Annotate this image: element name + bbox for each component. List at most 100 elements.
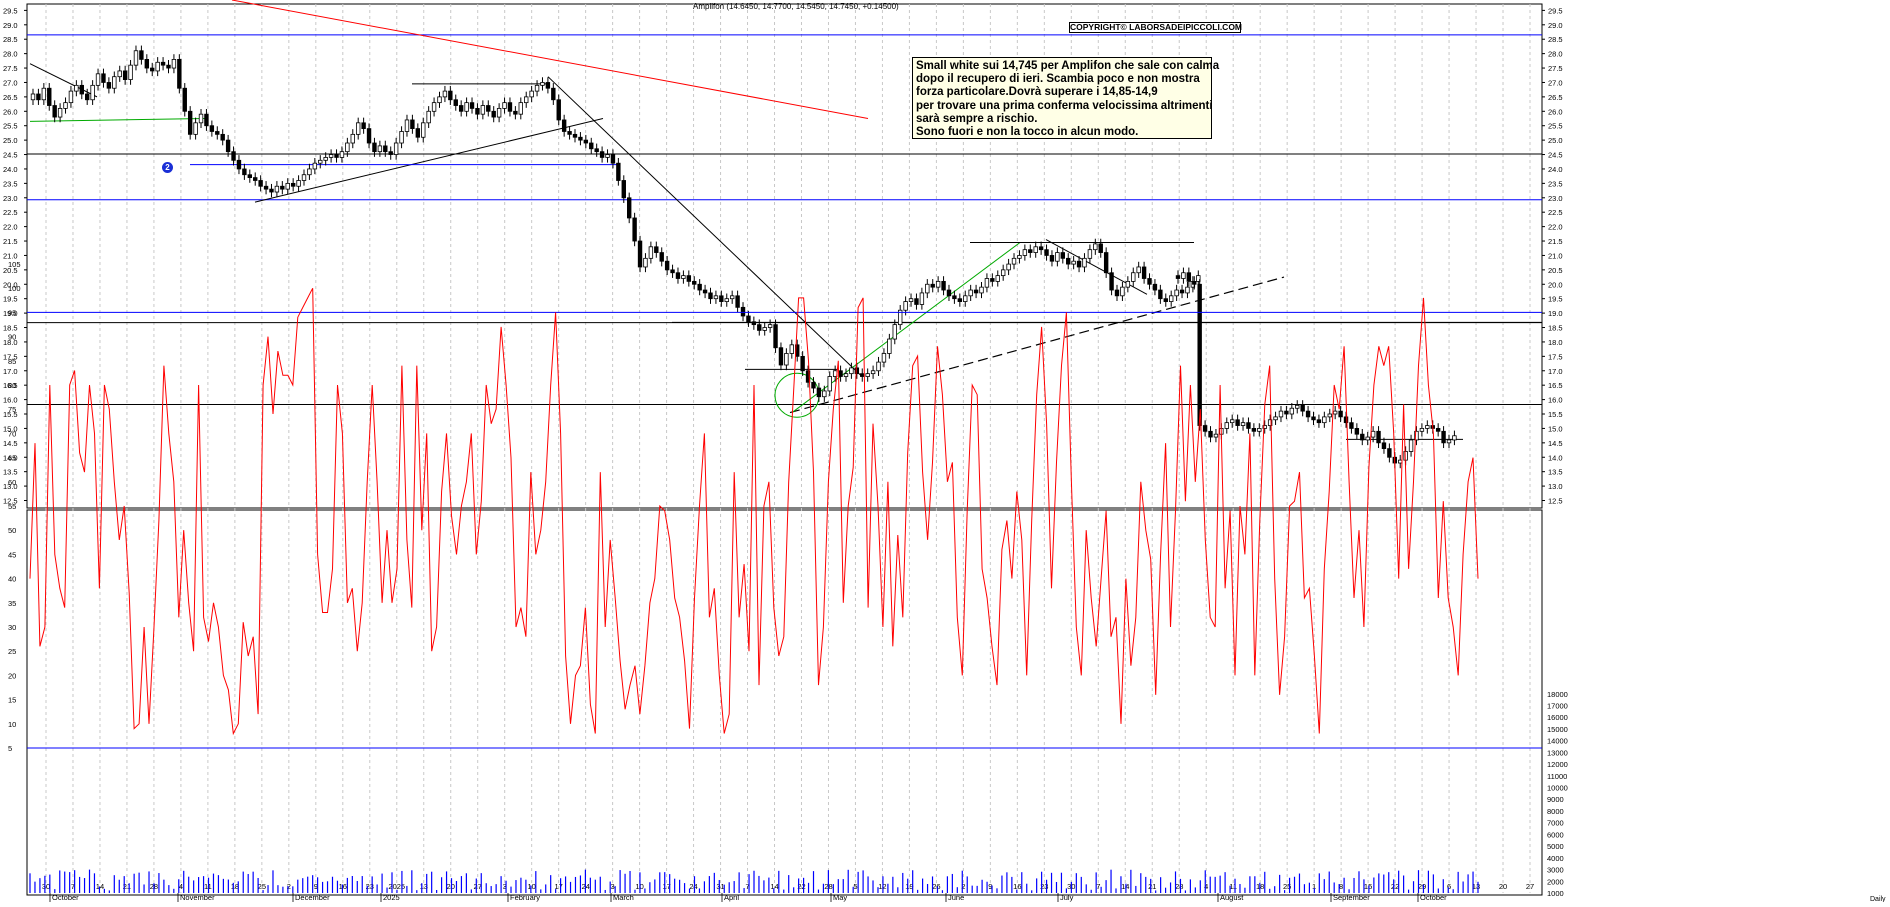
candle-body bbox=[496, 108, 502, 118]
candle-body bbox=[1441, 430, 1446, 444]
osc-y-tick-label: 65 bbox=[8, 454, 16, 463]
y-tick-label-right: 27.5 bbox=[1548, 64, 1563, 73]
y-tick-label-right: 17.5 bbox=[1548, 352, 1563, 361]
candle-body bbox=[1273, 416, 1278, 421]
y-tick-label-left: 20.5 bbox=[3, 266, 18, 275]
candle-body bbox=[236, 159, 242, 170]
x-tick-label: 13 bbox=[420, 882, 428, 891]
candle-body bbox=[529, 90, 534, 98]
candle-body bbox=[1055, 252, 1060, 262]
x-tick-label: 7 bbox=[745, 882, 749, 891]
candle-body bbox=[458, 105, 464, 112]
x-tick-label: 17 bbox=[554, 882, 562, 891]
y-tick-label-left: 13.5 bbox=[3, 468, 18, 477]
y-tick-label-right: 19.5 bbox=[1548, 295, 1563, 304]
y-tick-label-left: 16.0 bbox=[3, 396, 18, 405]
x-tick-label: 2 bbox=[961, 882, 965, 891]
y-tick-label-right: 24.5 bbox=[1548, 151, 1563, 160]
candle-body bbox=[150, 67, 155, 72]
x-tick-label: 4 bbox=[1204, 882, 1208, 891]
candle-body bbox=[713, 295, 719, 300]
candle-body bbox=[502, 102, 507, 109]
x-month-label: October bbox=[52, 893, 79, 902]
candle-body bbox=[1414, 430, 1419, 441]
candle-body bbox=[296, 180, 301, 187]
candle-body bbox=[1175, 275, 1181, 279]
candle-body bbox=[757, 324, 762, 331]
candle-body bbox=[762, 327, 767, 331]
candle-body bbox=[1147, 278, 1152, 285]
candle-body bbox=[990, 278, 995, 282]
candle-body bbox=[1169, 295, 1174, 302]
osc-y-tick-label: 105 bbox=[8, 260, 21, 269]
x-tick-label: 17 bbox=[662, 882, 670, 891]
vertical-grid bbox=[45, 4, 1531, 893]
candle-body bbox=[1316, 419, 1322, 424]
y-tick-label-right: 25.5 bbox=[1548, 122, 1563, 131]
x-tick-label: 20 bbox=[447, 882, 455, 891]
green-support-line bbox=[29, 118, 206, 122]
candle-body bbox=[605, 154, 610, 158]
candle-body bbox=[963, 295, 968, 302]
x-tick-label: 19 bbox=[905, 882, 913, 891]
note-line: Small white sui 14,745 per Amplifon che … bbox=[916, 60, 1220, 72]
candle-body bbox=[1235, 419, 1240, 426]
candle-body bbox=[215, 131, 220, 135]
candle-body bbox=[187, 110, 193, 135]
candle-body bbox=[1240, 422, 1246, 426]
candle-body bbox=[697, 283, 702, 291]
candle-body bbox=[1224, 422, 1229, 429]
x-month-label: March bbox=[613, 893, 634, 902]
x-tick-label: 24 bbox=[689, 882, 697, 891]
y-tick-label-right: 28.0 bbox=[1548, 50, 1563, 59]
x-tick-label: 5 bbox=[853, 882, 857, 891]
candle-body bbox=[1322, 416, 1327, 424]
candle-body bbox=[724, 298, 729, 302]
volume-y-tick-label: 2000 bbox=[1547, 877, 1564, 886]
candle-body bbox=[274, 185, 280, 193]
x-tick-label: 14 bbox=[96, 882, 104, 891]
candle-body bbox=[1295, 404, 1300, 409]
y-tick-label-right: 15.5 bbox=[1548, 410, 1563, 419]
x-tick-label: 9 bbox=[988, 882, 992, 891]
y-tick-label-left: 19.5 bbox=[3, 295, 18, 304]
candle-body bbox=[513, 110, 518, 115]
x-tick-label: 25 bbox=[258, 882, 266, 891]
candle-body bbox=[675, 272, 681, 279]
y-tick-label-right: 14.5 bbox=[1548, 439, 1563, 448]
x-tick-label: 20 bbox=[1499, 882, 1507, 891]
candle-body bbox=[301, 174, 307, 181]
candle-body bbox=[708, 292, 713, 300]
candle-body bbox=[269, 188, 274, 193]
wave-count-badge: 2 bbox=[162, 162, 173, 173]
candle-body bbox=[941, 280, 946, 291]
candle-body bbox=[1435, 428, 1441, 432]
x-tick-label: 22 bbox=[797, 882, 805, 891]
osc-y-tick-label: 100 bbox=[8, 284, 21, 293]
candle-body bbox=[171, 59, 177, 69]
candle-body bbox=[908, 298, 914, 302]
y-tick-label-left: 25.0 bbox=[3, 136, 18, 145]
candle-body bbox=[1338, 410, 1343, 418]
candle-body bbox=[448, 90, 453, 101]
candle-body bbox=[155, 61, 160, 72]
osc-y-tick-label: 5 bbox=[8, 744, 12, 753]
candle-body bbox=[1000, 269, 1006, 277]
y-tick-label-right: 27.0 bbox=[1548, 78, 1563, 87]
volume-y-tick-label: 14000 bbox=[1547, 737, 1568, 746]
candle-body bbox=[1278, 410, 1284, 418]
volume-y-tick-label: 4000 bbox=[1547, 854, 1564, 863]
candle-body bbox=[366, 128, 372, 144]
note-line: Sono fuori e non la tocco in alcun modo. bbox=[916, 126, 1139, 139]
note-line: dopo il recupero di ieri. Scambia poco e… bbox=[916, 73, 1200, 86]
volume-y-tick-label: 13000 bbox=[1547, 748, 1568, 757]
candle-body bbox=[664, 260, 670, 271]
y-tick-label-right: 24.0 bbox=[1548, 165, 1563, 174]
x-tick-label: 22 bbox=[1391, 882, 1399, 891]
candle-body bbox=[285, 182, 290, 190]
candle-body bbox=[198, 113, 204, 124]
candle-body bbox=[1408, 439, 1414, 452]
y-tick-label-left: 14.5 bbox=[3, 439, 18, 448]
candle-body bbox=[307, 168, 312, 176]
